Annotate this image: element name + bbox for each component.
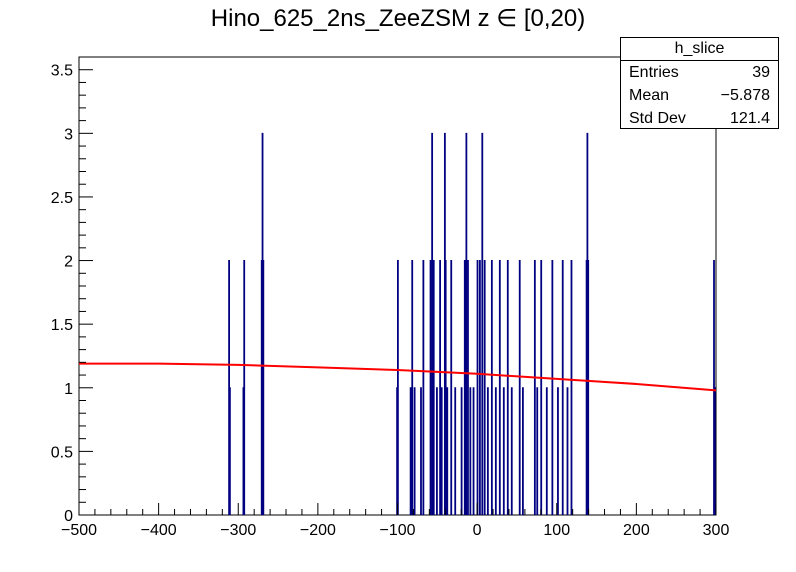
x-tick-label: 300 <box>703 522 730 539</box>
histogram-bin <box>490 260 493 515</box>
histogram-bin <box>429 260 432 515</box>
histogram-bin <box>467 260 469 515</box>
stats-stddev-label: Std Dev <box>629 110 686 127</box>
histogram-bin <box>570 260 573 515</box>
histogram-bin <box>262 260 265 515</box>
stats-entries-value: 39 <box>752 64 770 81</box>
histogram-bin <box>440 387 443 515</box>
stats-mean-label: Mean <box>629 87 670 104</box>
histogram-bin <box>551 260 554 515</box>
stats-row-entries: Entries 39 <box>621 61 778 84</box>
histogram-bin <box>483 260 486 515</box>
histogram-bin <box>460 387 463 515</box>
histogram-bin <box>566 387 569 515</box>
stats-row-mean: Mean −5.878 <box>621 84 778 107</box>
histogram-bin <box>422 260 425 515</box>
x-tick-label: 200 <box>623 522 650 539</box>
histogram-bin <box>432 260 435 515</box>
x-tick-label: −100 <box>379 522 415 539</box>
stats-entries-label: Entries <box>629 64 679 81</box>
histogram-bin <box>522 387 524 515</box>
histogram-bin <box>444 260 447 515</box>
stats-row-stddev: Std Dev 121.4 <box>621 107 778 130</box>
x-tick-label: −200 <box>300 522 336 539</box>
stats-name: h_slice <box>621 38 778 61</box>
y-tick-label: 1 <box>64 381 73 398</box>
stats-box: h_slice Entries 39 Mean −5.878 Std Dev 1… <box>620 37 779 129</box>
fit-curve <box>79 362 717 392</box>
fit-curve-layer <box>79 362 717 392</box>
histogram-bin <box>479 260 481 515</box>
histogram-bin <box>454 387 457 515</box>
y-tick-label: 0.5 <box>51 444 73 461</box>
histogram-bin <box>463 260 466 515</box>
histogram-bin <box>536 387 539 515</box>
histogram-bin <box>540 260 543 515</box>
histogram-bin <box>472 387 475 515</box>
histogram-bin <box>533 260 536 515</box>
x-tick-label: −400 <box>141 522 177 539</box>
x-tick-label: −500 <box>61 522 97 539</box>
histogram-bin <box>713 387 716 515</box>
histogram-bin <box>486 387 489 515</box>
x-tick-label: −300 <box>220 522 256 539</box>
x-tick-label: 100 <box>543 522 570 539</box>
stats-mean-value: −5.878 <box>720 87 770 104</box>
histogram-bin <box>518 260 521 515</box>
y-tick-label: 3.5 <box>51 63 73 80</box>
histogram-bin <box>450 260 453 515</box>
histogram-bin <box>409 387 412 515</box>
histogram-bin <box>469 387 472 515</box>
histogram-bin <box>411 260 414 515</box>
y-tick-label: 2.5 <box>51 190 73 207</box>
y-tick-label: 2 <box>64 254 73 271</box>
histogram-bin <box>228 387 231 515</box>
histogram-bin <box>397 260 399 515</box>
y-tick-label: 0 <box>64 508 73 525</box>
histogram-bin <box>431 132 434 515</box>
histogram-bin <box>476 260 479 515</box>
histogram-bin <box>436 387 438 515</box>
histogram-bin <box>510 387 513 515</box>
stats-stddev-value: 121.4 <box>729 110 770 127</box>
histogram-bin <box>420 387 422 515</box>
histogram-bin <box>413 387 416 515</box>
histogram-bin <box>502 387 505 515</box>
histogram-bin <box>557 387 559 515</box>
histogram-bin <box>545 387 548 515</box>
histogram-bars <box>228 132 716 515</box>
y-tick-label: 1.5 <box>51 317 73 334</box>
histogram-bin <box>465 132 468 515</box>
y-tick-label: 3 <box>64 126 73 143</box>
histogram-bin <box>498 260 501 515</box>
histogram-bin <box>587 260 590 515</box>
histogram-bin <box>243 260 246 515</box>
chart-title: Hino_625_2ns_ZeeZSM z ∈ [0,20) <box>210 5 586 32</box>
histogram-bin <box>446 387 449 515</box>
histogram-bin <box>506 260 509 515</box>
histogram-bin <box>561 260 564 515</box>
histogram-bin <box>439 260 441 515</box>
histogram-bin <box>494 387 497 515</box>
x-tick-label: 0 <box>473 522 482 539</box>
histogram-bin <box>481 132 484 515</box>
